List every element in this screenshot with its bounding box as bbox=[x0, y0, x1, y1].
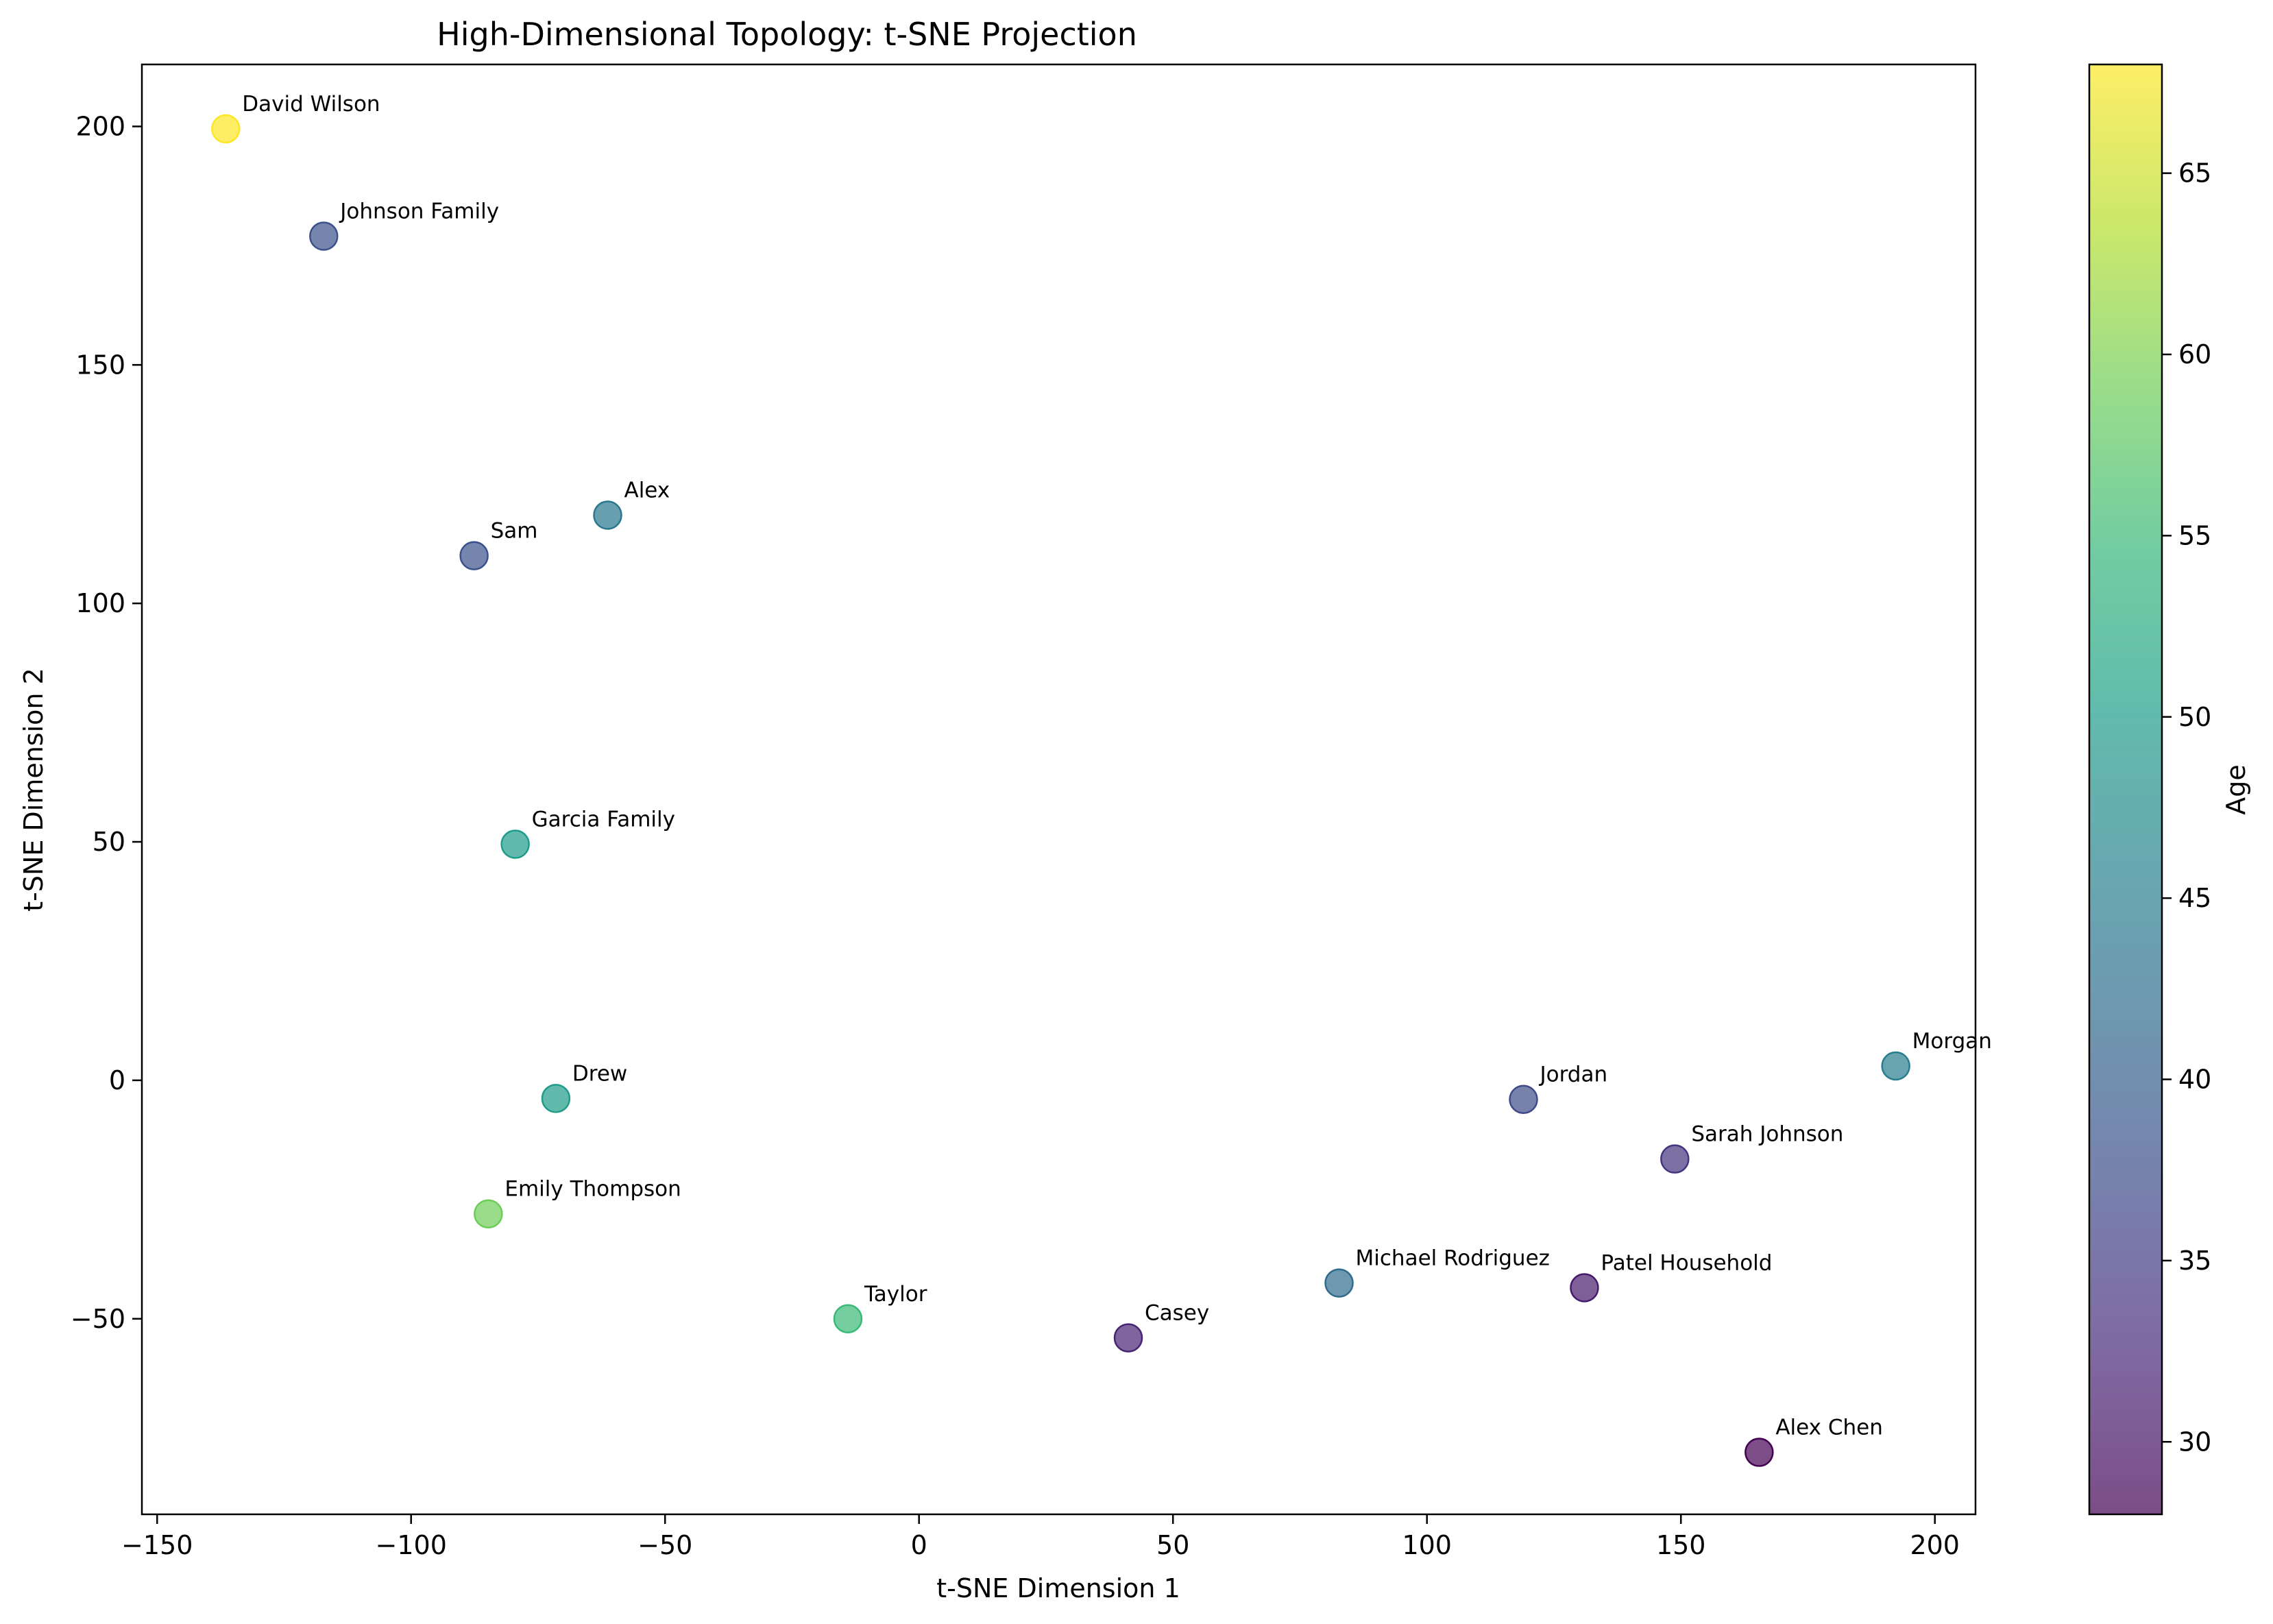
chart-title: High-Dimensional Topology: t-SNE Project… bbox=[437, 16, 1137, 53]
data-point bbox=[309, 221, 339, 251]
colorbar-tick-label: 60 bbox=[2178, 339, 2211, 369]
point-label: Drew bbox=[572, 1061, 627, 1086]
x-tick-label: −150 bbox=[121, 1530, 193, 1560]
colorbar-tick-label: 30 bbox=[2178, 1427, 2211, 1457]
x-tick-label: 100 bbox=[1402, 1530, 1452, 1560]
y-tick-label: 0 bbox=[109, 1065, 125, 1095]
x-tick-label: −100 bbox=[376, 1530, 447, 1560]
x-tick-label: 150 bbox=[1656, 1530, 1706, 1560]
data-point bbox=[459, 541, 489, 570]
point-label: Alex Chen bbox=[1775, 1416, 1883, 1440]
point-label: Johnson Family bbox=[339, 199, 499, 223]
point-label: Morgan bbox=[1912, 1029, 1992, 1054]
x-axis-label: t-SNE Dimension 1 bbox=[936, 1573, 1180, 1603]
data-point bbox=[1660, 1144, 1690, 1174]
data-point bbox=[500, 829, 530, 859]
colorbar: 30 35 40 45 50 55 60 65 Age bbox=[2088, 63, 2251, 1516]
point-label: Sarah Johnson bbox=[1691, 1122, 1843, 1147]
point-label: Emily Thompson bbox=[505, 1177, 681, 1202]
colorbar-label: Age bbox=[2221, 764, 2251, 815]
colorbar-frame bbox=[2088, 63, 2163, 1516]
y-tick-label: 100 bbox=[75, 588, 125, 618]
y-axis-label: t-SNE Dimension 2 bbox=[19, 668, 49, 912]
data-point bbox=[1113, 1323, 1143, 1353]
data-point bbox=[833, 1304, 863, 1334]
data-point bbox=[1881, 1051, 1910, 1081]
y-tick-label: −50 bbox=[71, 1304, 125, 1334]
data-point bbox=[1745, 1438, 1774, 1467]
y-tick-label: 50 bbox=[93, 827, 125, 857]
point-label: Casey bbox=[1145, 1301, 1209, 1326]
colorbar-gradient bbox=[2089, 64, 2162, 1514]
plot-frame bbox=[141, 63, 1977, 1516]
point-label: David Wilson bbox=[242, 92, 380, 117]
y-axis: −50 0 50 100 150 200 bbox=[71, 111, 142, 1334]
point-label: Taylor bbox=[864, 1282, 927, 1307]
x-tick-label: 50 bbox=[1156, 1530, 1189, 1560]
data-point bbox=[1509, 1084, 1538, 1114]
point-label: Garcia Family bbox=[532, 808, 675, 832]
x-axis: −150 −100 −50 0 50 100 150 200 bbox=[121, 1514, 1960, 1560]
colorbar-tick-label: 55 bbox=[2178, 520, 2211, 550]
data-point bbox=[211, 114, 241, 144]
y-tick-label: 150 bbox=[75, 350, 125, 380]
point-label: Patel Household bbox=[1601, 1251, 1772, 1276]
data-point bbox=[1324, 1268, 1354, 1298]
data-point bbox=[474, 1199, 503, 1228]
data-point bbox=[541, 1084, 571, 1113]
x-tick-label: 200 bbox=[1910, 1530, 1960, 1560]
point-label: Jordan bbox=[1539, 1063, 1608, 1087]
point-label: Sam bbox=[491, 519, 538, 544]
data-point bbox=[1570, 1273, 1599, 1302]
colorbar-tick-label: 35 bbox=[2178, 1246, 2211, 1276]
x-tick-label: −50 bbox=[637, 1530, 692, 1560]
y-tick-label: 200 bbox=[75, 111, 125, 141]
colorbar-ticks: 30 35 40 45 50 55 60 65 bbox=[2162, 158, 2211, 1457]
point-label: Alex bbox=[624, 478, 670, 502]
data-point bbox=[593, 500, 622, 530]
x-tick-label: 0 bbox=[911, 1530, 927, 1560]
colorbar-tick-label: 40 bbox=[2178, 1065, 2211, 1095]
point-label: Michael Rodriguez bbox=[1356, 1246, 1550, 1271]
colorbar-tick-label: 45 bbox=[2178, 883, 2211, 913]
colorbar-tick-label: 50 bbox=[2178, 702, 2211, 732]
points-layer: David Wilson Johnson Family Alex Sam Garcia … bbox=[211, 92, 1992, 1467]
colorbar-tick-label: 65 bbox=[2178, 158, 2211, 189]
plot-area: David Wilson Johnson Family Alex Sam Garcia … bbox=[71, 63, 1992, 1560]
